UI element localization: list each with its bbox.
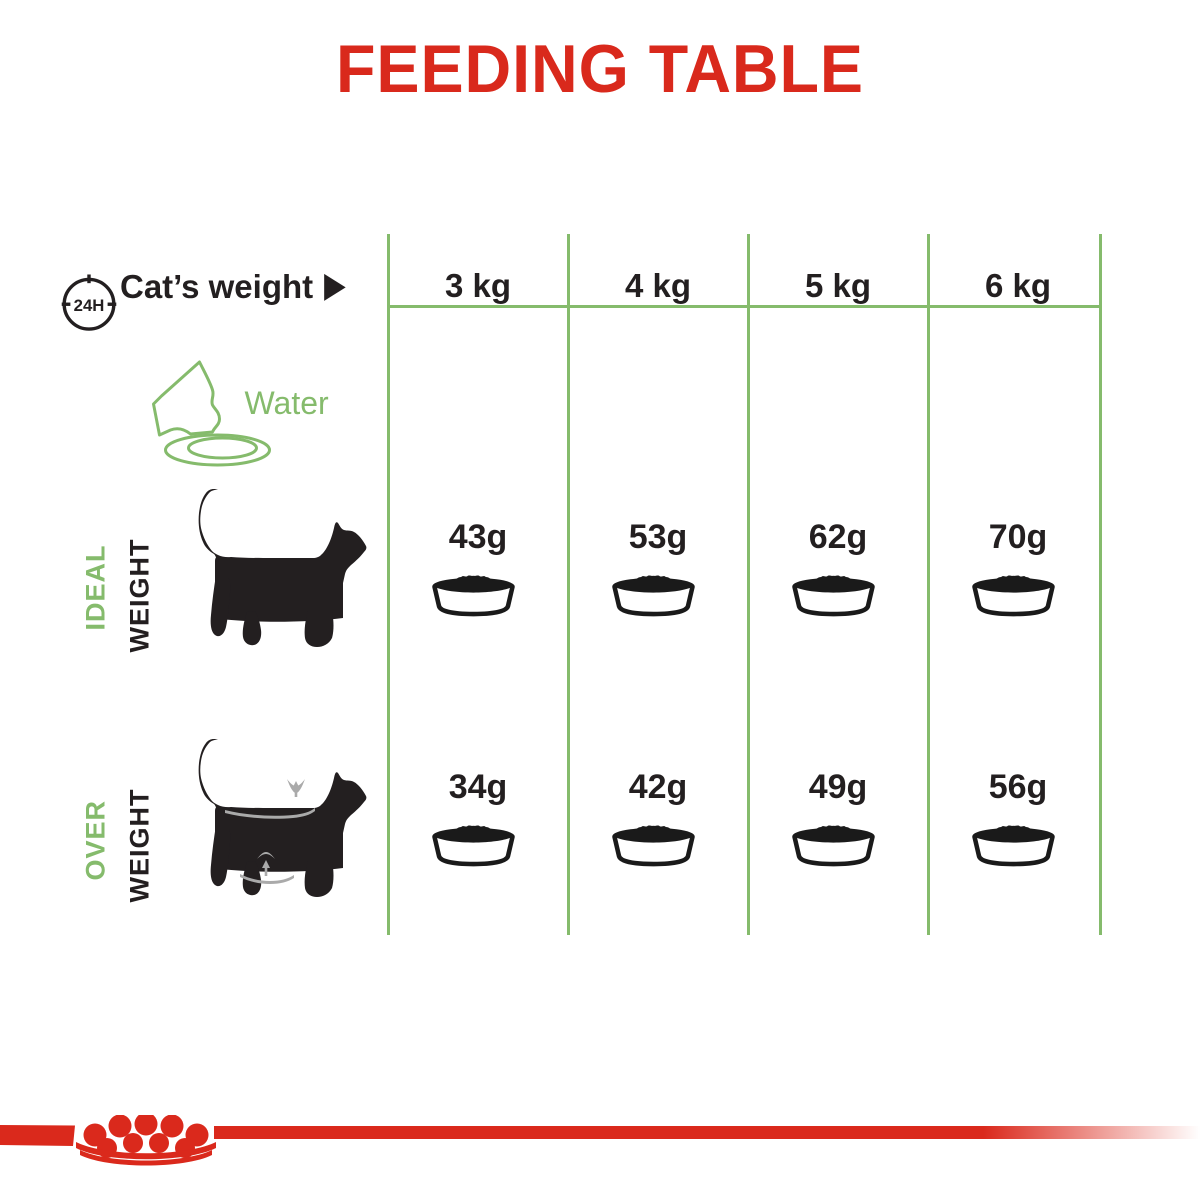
svg-text:Water: Water xyxy=(245,385,330,421)
svg-text:24H: 24H xyxy=(74,296,105,315)
